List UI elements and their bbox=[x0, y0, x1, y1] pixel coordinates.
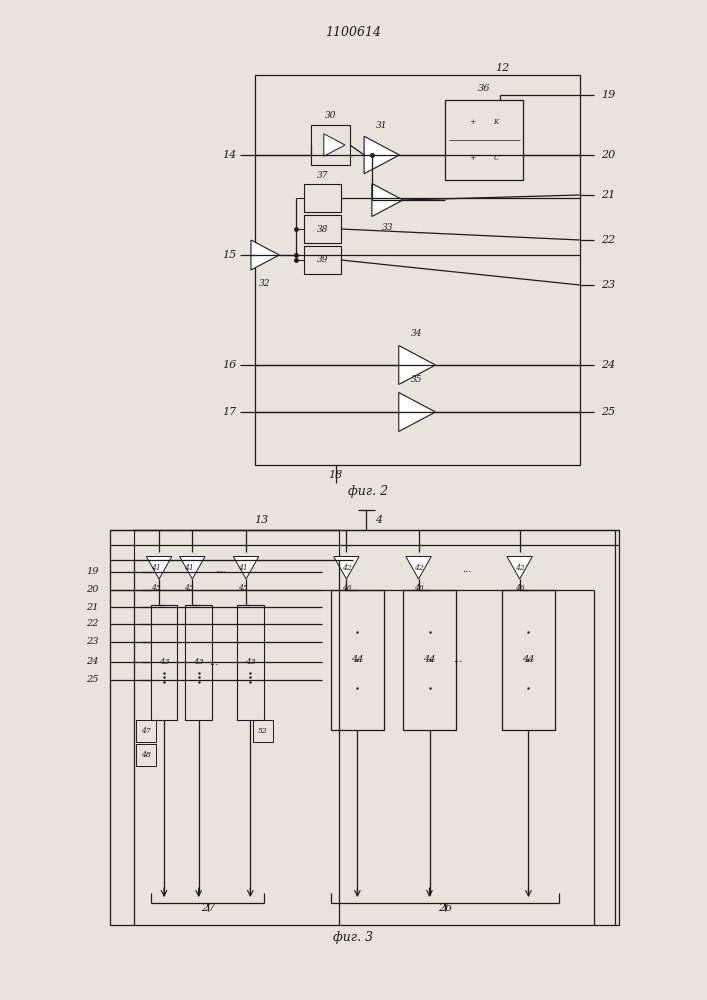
Text: 44: 44 bbox=[522, 656, 534, 664]
Text: 42: 42 bbox=[341, 564, 351, 572]
Text: 22: 22 bbox=[601, 235, 615, 245]
Polygon shape bbox=[324, 134, 345, 156]
Bar bbox=[255, 75, 580, 465]
Text: 33: 33 bbox=[382, 224, 393, 232]
Polygon shape bbox=[233, 556, 259, 579]
Text: 16: 16 bbox=[223, 360, 237, 370]
Text: фиг. 3: фиг. 3 bbox=[334, 930, 373, 944]
Bar bbox=[502, 590, 555, 730]
Text: 45: 45 bbox=[238, 584, 247, 592]
Bar bbox=[151, 605, 177, 720]
Bar bbox=[331, 590, 384, 730]
Bar bbox=[185, 605, 212, 720]
Bar bbox=[253, 720, 273, 742]
Text: 30: 30 bbox=[325, 110, 337, 119]
Text: 46: 46 bbox=[515, 584, 525, 592]
Text: 24: 24 bbox=[86, 658, 99, 666]
Polygon shape bbox=[146, 556, 172, 579]
Text: ....: .... bbox=[216, 566, 226, 574]
Text: фиг. 2: фиг. 2 bbox=[348, 486, 387, 498]
Text: 43: 43 bbox=[193, 658, 204, 666]
Text: 34: 34 bbox=[411, 328, 423, 338]
Text: 23: 23 bbox=[601, 280, 615, 290]
Text: 46: 46 bbox=[341, 584, 351, 592]
Bar bbox=[403, 590, 456, 730]
Text: 19: 19 bbox=[86, 568, 99, 576]
Text: 38: 38 bbox=[317, 225, 328, 233]
Polygon shape bbox=[507, 556, 532, 579]
Text: 35: 35 bbox=[411, 375, 423, 384]
Text: 46: 46 bbox=[414, 584, 423, 592]
Bar bbox=[136, 720, 156, 742]
Polygon shape bbox=[399, 393, 436, 432]
Text: 42: 42 bbox=[515, 564, 525, 572]
Polygon shape bbox=[251, 240, 279, 270]
Text: ...: ... bbox=[209, 658, 218, 667]
Text: +: + bbox=[469, 154, 476, 162]
Bar bbox=[304, 184, 341, 212]
Bar bbox=[237, 605, 264, 720]
Text: +: + bbox=[469, 118, 476, 126]
Text: 13: 13 bbox=[255, 515, 269, 525]
Text: 45: 45 bbox=[151, 584, 160, 592]
Text: 43: 43 bbox=[158, 658, 170, 666]
Polygon shape bbox=[406, 556, 431, 579]
Text: ...: ... bbox=[462, 566, 472, 574]
Text: 44: 44 bbox=[351, 656, 363, 664]
Text: 52: 52 bbox=[258, 727, 268, 735]
Text: ...: ... bbox=[453, 656, 463, 664]
Bar bbox=[110, 530, 619, 925]
Text: C: C bbox=[493, 154, 498, 162]
Bar bbox=[445, 100, 523, 180]
Text: 47: 47 bbox=[141, 727, 151, 735]
Text: 24: 24 bbox=[601, 360, 615, 370]
Text: 41: 41 bbox=[151, 564, 160, 572]
Polygon shape bbox=[364, 136, 399, 174]
Text: 44: 44 bbox=[423, 656, 436, 664]
Bar bbox=[304, 246, 341, 274]
Text: 41: 41 bbox=[184, 564, 194, 572]
Text: 1100614: 1100614 bbox=[325, 25, 382, 38]
Text: 20: 20 bbox=[601, 150, 615, 160]
Text: 48: 48 bbox=[141, 751, 151, 759]
Text: 26: 26 bbox=[438, 903, 452, 913]
Text: 25: 25 bbox=[86, 676, 99, 684]
Bar bbox=[136, 744, 156, 766]
Text: 23: 23 bbox=[86, 638, 99, 647]
Text: 27: 27 bbox=[201, 903, 216, 913]
Text: 37: 37 bbox=[317, 171, 328, 180]
Text: 17: 17 bbox=[223, 407, 237, 417]
Polygon shape bbox=[334, 556, 359, 579]
Text: 21: 21 bbox=[601, 190, 615, 200]
Text: 45: 45 bbox=[184, 584, 194, 592]
Bar bbox=[311, 125, 350, 165]
Polygon shape bbox=[180, 556, 205, 579]
Text: 39: 39 bbox=[317, 255, 328, 264]
Polygon shape bbox=[399, 346, 436, 384]
Text: 42: 42 bbox=[414, 564, 423, 572]
Text: 21: 21 bbox=[86, 602, 99, 611]
Text: 43: 43 bbox=[245, 658, 256, 666]
Text: 41: 41 bbox=[238, 564, 247, 572]
Bar bbox=[134, 530, 339, 560]
Bar bbox=[304, 215, 341, 243]
Text: 4: 4 bbox=[375, 515, 382, 525]
Polygon shape bbox=[372, 184, 403, 216]
Text: 32: 32 bbox=[259, 278, 271, 288]
Text: 20: 20 bbox=[86, 585, 99, 594]
Text: 36: 36 bbox=[478, 84, 491, 93]
Text: 15: 15 bbox=[223, 250, 237, 260]
Text: 22: 22 bbox=[86, 619, 99, 629]
Text: 18: 18 bbox=[329, 470, 343, 480]
Text: 14: 14 bbox=[223, 150, 237, 160]
Text: 25: 25 bbox=[601, 407, 615, 417]
Text: 19: 19 bbox=[601, 90, 615, 100]
Text: 12: 12 bbox=[495, 63, 509, 73]
Text: 31: 31 bbox=[376, 120, 387, 129]
Text: K: K bbox=[493, 118, 498, 126]
